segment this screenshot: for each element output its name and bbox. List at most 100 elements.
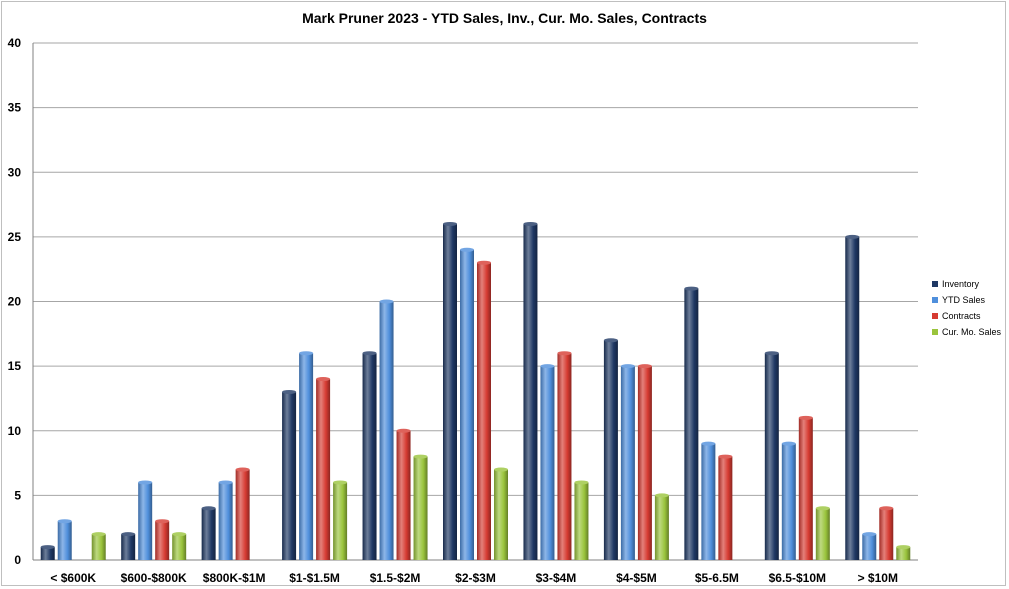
- bar-ytd-sales: [701, 443, 716, 560]
- bar-ytd-sales: [540, 366, 555, 560]
- bar-cur-mo-sales: [896, 547, 911, 560]
- bar-cap: [781, 441, 796, 446]
- bar-inventory: [603, 340, 618, 560]
- bar-cap: [764, 351, 779, 356]
- bar-contracts: [477, 262, 491, 560]
- bar-cap: [798, 415, 813, 420]
- bar-cap: [379, 299, 394, 304]
- bar-cur-mo-sales: [494, 469, 508, 560]
- bar-inventory: [443, 223, 457, 560]
- bar-cap: [701, 441, 716, 446]
- bar-cap: [218, 480, 233, 485]
- legend-label: Contracts: [942, 311, 981, 321]
- bar-cap: [879, 506, 894, 511]
- bar-inventory: [40, 547, 55, 560]
- x-tick-label: $6.5-$10M: [769, 571, 826, 585]
- bar-cap: [362, 351, 377, 356]
- bar-cap: [282, 389, 297, 394]
- bar-cap: [299, 351, 314, 356]
- legend: Inventory YTD Sales Contracts Cur. Mo. Sale…: [932, 279, 1002, 337]
- bar-cap: [603, 338, 618, 343]
- x-tick-label: $3-$4M: [536, 571, 577, 585]
- bar-cap: [57, 519, 72, 524]
- bar-cur-mo-sales: [413, 456, 428, 560]
- bar-contracts: [155, 521, 170, 560]
- bar-contracts: [235, 469, 250, 560]
- x-tick-label: > $10M: [858, 571, 898, 585]
- bar-cap: [494, 467, 508, 472]
- bars: [40, 221, 911, 561]
- bar-cap: [540, 364, 555, 369]
- bar-cur-mo-sales: [333, 482, 348, 560]
- legend-label: YTD Sales: [942, 295, 986, 305]
- bar-cap: [138, 480, 153, 485]
- y-tick-label: 25: [8, 230, 22, 244]
- bar-inventory: [121, 534, 136, 560]
- bar-ytd-sales: [138, 482, 153, 560]
- bar-cap: [815, 506, 830, 511]
- bar-cur-mo-sales: [654, 495, 669, 560]
- legend-swatch: [932, 313, 938, 319]
- bar-ytd-sales: [620, 366, 635, 560]
- bar-cur-mo-sales: [574, 482, 589, 560]
- bar-inventory: [845, 236, 860, 560]
- bar-cap: [121, 532, 136, 537]
- bar-cap: [460, 247, 474, 252]
- bar-cap: [201, 506, 216, 511]
- bar-ytd-sales: [862, 534, 877, 560]
- bar-cap: [718, 454, 733, 459]
- bar-cap: [845, 234, 860, 239]
- bar-cap: [654, 493, 669, 498]
- legend-swatch: [932, 329, 938, 335]
- bar-cap: [91, 532, 106, 537]
- bar-cap: [333, 480, 348, 485]
- bar-cap: [477, 260, 491, 265]
- bar-contracts: [396, 430, 411, 560]
- bar-cap: [172, 532, 187, 537]
- bar-ytd-sales: [781, 443, 796, 560]
- bar-contracts: [316, 379, 331, 560]
- bar-cap: [684, 286, 699, 291]
- bar-ytd-sales: [299, 353, 314, 560]
- bar-cap: [413, 454, 428, 459]
- x-tick-label: $4-$5M: [616, 571, 657, 585]
- tick-labels: 0 5 10 15 20 25 30 35 40 < $600K $600-$800K $800K-$…: [8, 36, 898, 585]
- x-tick-label: $1.5-$2M: [370, 571, 421, 585]
- bar-cur-mo-sales: [172, 534, 187, 560]
- x-tick-label: $1-$1.5M: [289, 571, 340, 585]
- bar-inventory: [523, 223, 538, 560]
- bar-contracts: [557, 353, 572, 560]
- y-tick-label: 20: [8, 295, 22, 309]
- y-tick-label: 35: [8, 101, 22, 115]
- bar-cur-mo-sales: [815, 508, 830, 560]
- y-tick-label: 40: [8, 36, 22, 50]
- y-tick-label: 30: [8, 165, 22, 179]
- bar-cap: [40, 545, 55, 550]
- bar-ytd-sales: [57, 521, 72, 560]
- bar-cap: [557, 351, 572, 356]
- bar-ytd-sales: [460, 249, 474, 561]
- legend-swatch: [932, 297, 938, 303]
- y-tick-label: 10: [8, 424, 22, 438]
- bar-cap: [637, 364, 652, 369]
- bar-inventory: [201, 508, 216, 560]
- bar-cap: [523, 221, 538, 226]
- bar-contracts: [879, 508, 894, 560]
- y-tick-label: 5: [14, 488, 21, 502]
- bar-ytd-sales: [379, 301, 394, 560]
- bar-cap: [862, 532, 877, 537]
- bar-cur-mo-sales: [91, 534, 106, 560]
- bar-cap: [620, 364, 635, 369]
- x-tick-label: $5-6.5M: [695, 571, 739, 585]
- chart-title: Mark Pruner 2023 - YTD Sales, Inv., Cur.…: [302, 10, 707, 26]
- legend-swatch: [932, 281, 938, 287]
- bar-inventory: [362, 353, 377, 560]
- bar-cap: [896, 545, 911, 550]
- legend-label: Inventory: [942, 279, 980, 289]
- bar-cap: [443, 221, 457, 226]
- bar-inventory: [764, 353, 779, 560]
- x-tick-label: $600-$800K: [121, 571, 187, 585]
- bar-contracts: [718, 456, 733, 560]
- x-tick-label: < $600K: [50, 571, 96, 585]
